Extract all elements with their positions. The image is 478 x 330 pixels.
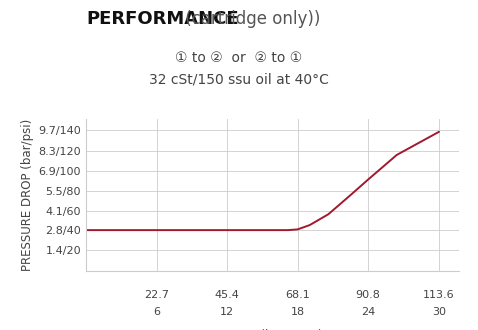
Text: 32 cSt/150 ssu oil at 40°C: 32 cSt/150 ssu oil at 40°C [149, 73, 329, 86]
Y-axis label: PRESSURE DROP (bar/psi): PRESSURE DROP (bar/psi) [21, 118, 34, 271]
Text: 24: 24 [361, 307, 375, 317]
Text: 22.7: 22.7 [144, 290, 169, 300]
Text: 90.8: 90.8 [356, 290, 380, 300]
Text: 30: 30 [432, 307, 446, 317]
Text: 18: 18 [291, 307, 304, 317]
Text: 45.4: 45.4 [215, 290, 239, 300]
Text: 6: 6 [153, 307, 160, 317]
Text: (cartridge only)): (cartridge only)) [180, 10, 320, 28]
Text: ① to ②  or  ② to ①: ① to ② or ② to ① [175, 51, 303, 65]
Text: PERFORMANCE (cartridge only)): PERFORMANCE (cartridge only)) [86, 10, 375, 28]
Text: PERFORMANCE: PERFORMANCE [86, 10, 239, 28]
Text: 68.1: 68.1 [285, 290, 310, 300]
Text: 12: 12 [220, 307, 234, 317]
Text: 113.6: 113.6 [423, 290, 455, 300]
Text: FLOW (lpm/gpm): FLOW (lpm/gpm) [223, 329, 322, 330]
